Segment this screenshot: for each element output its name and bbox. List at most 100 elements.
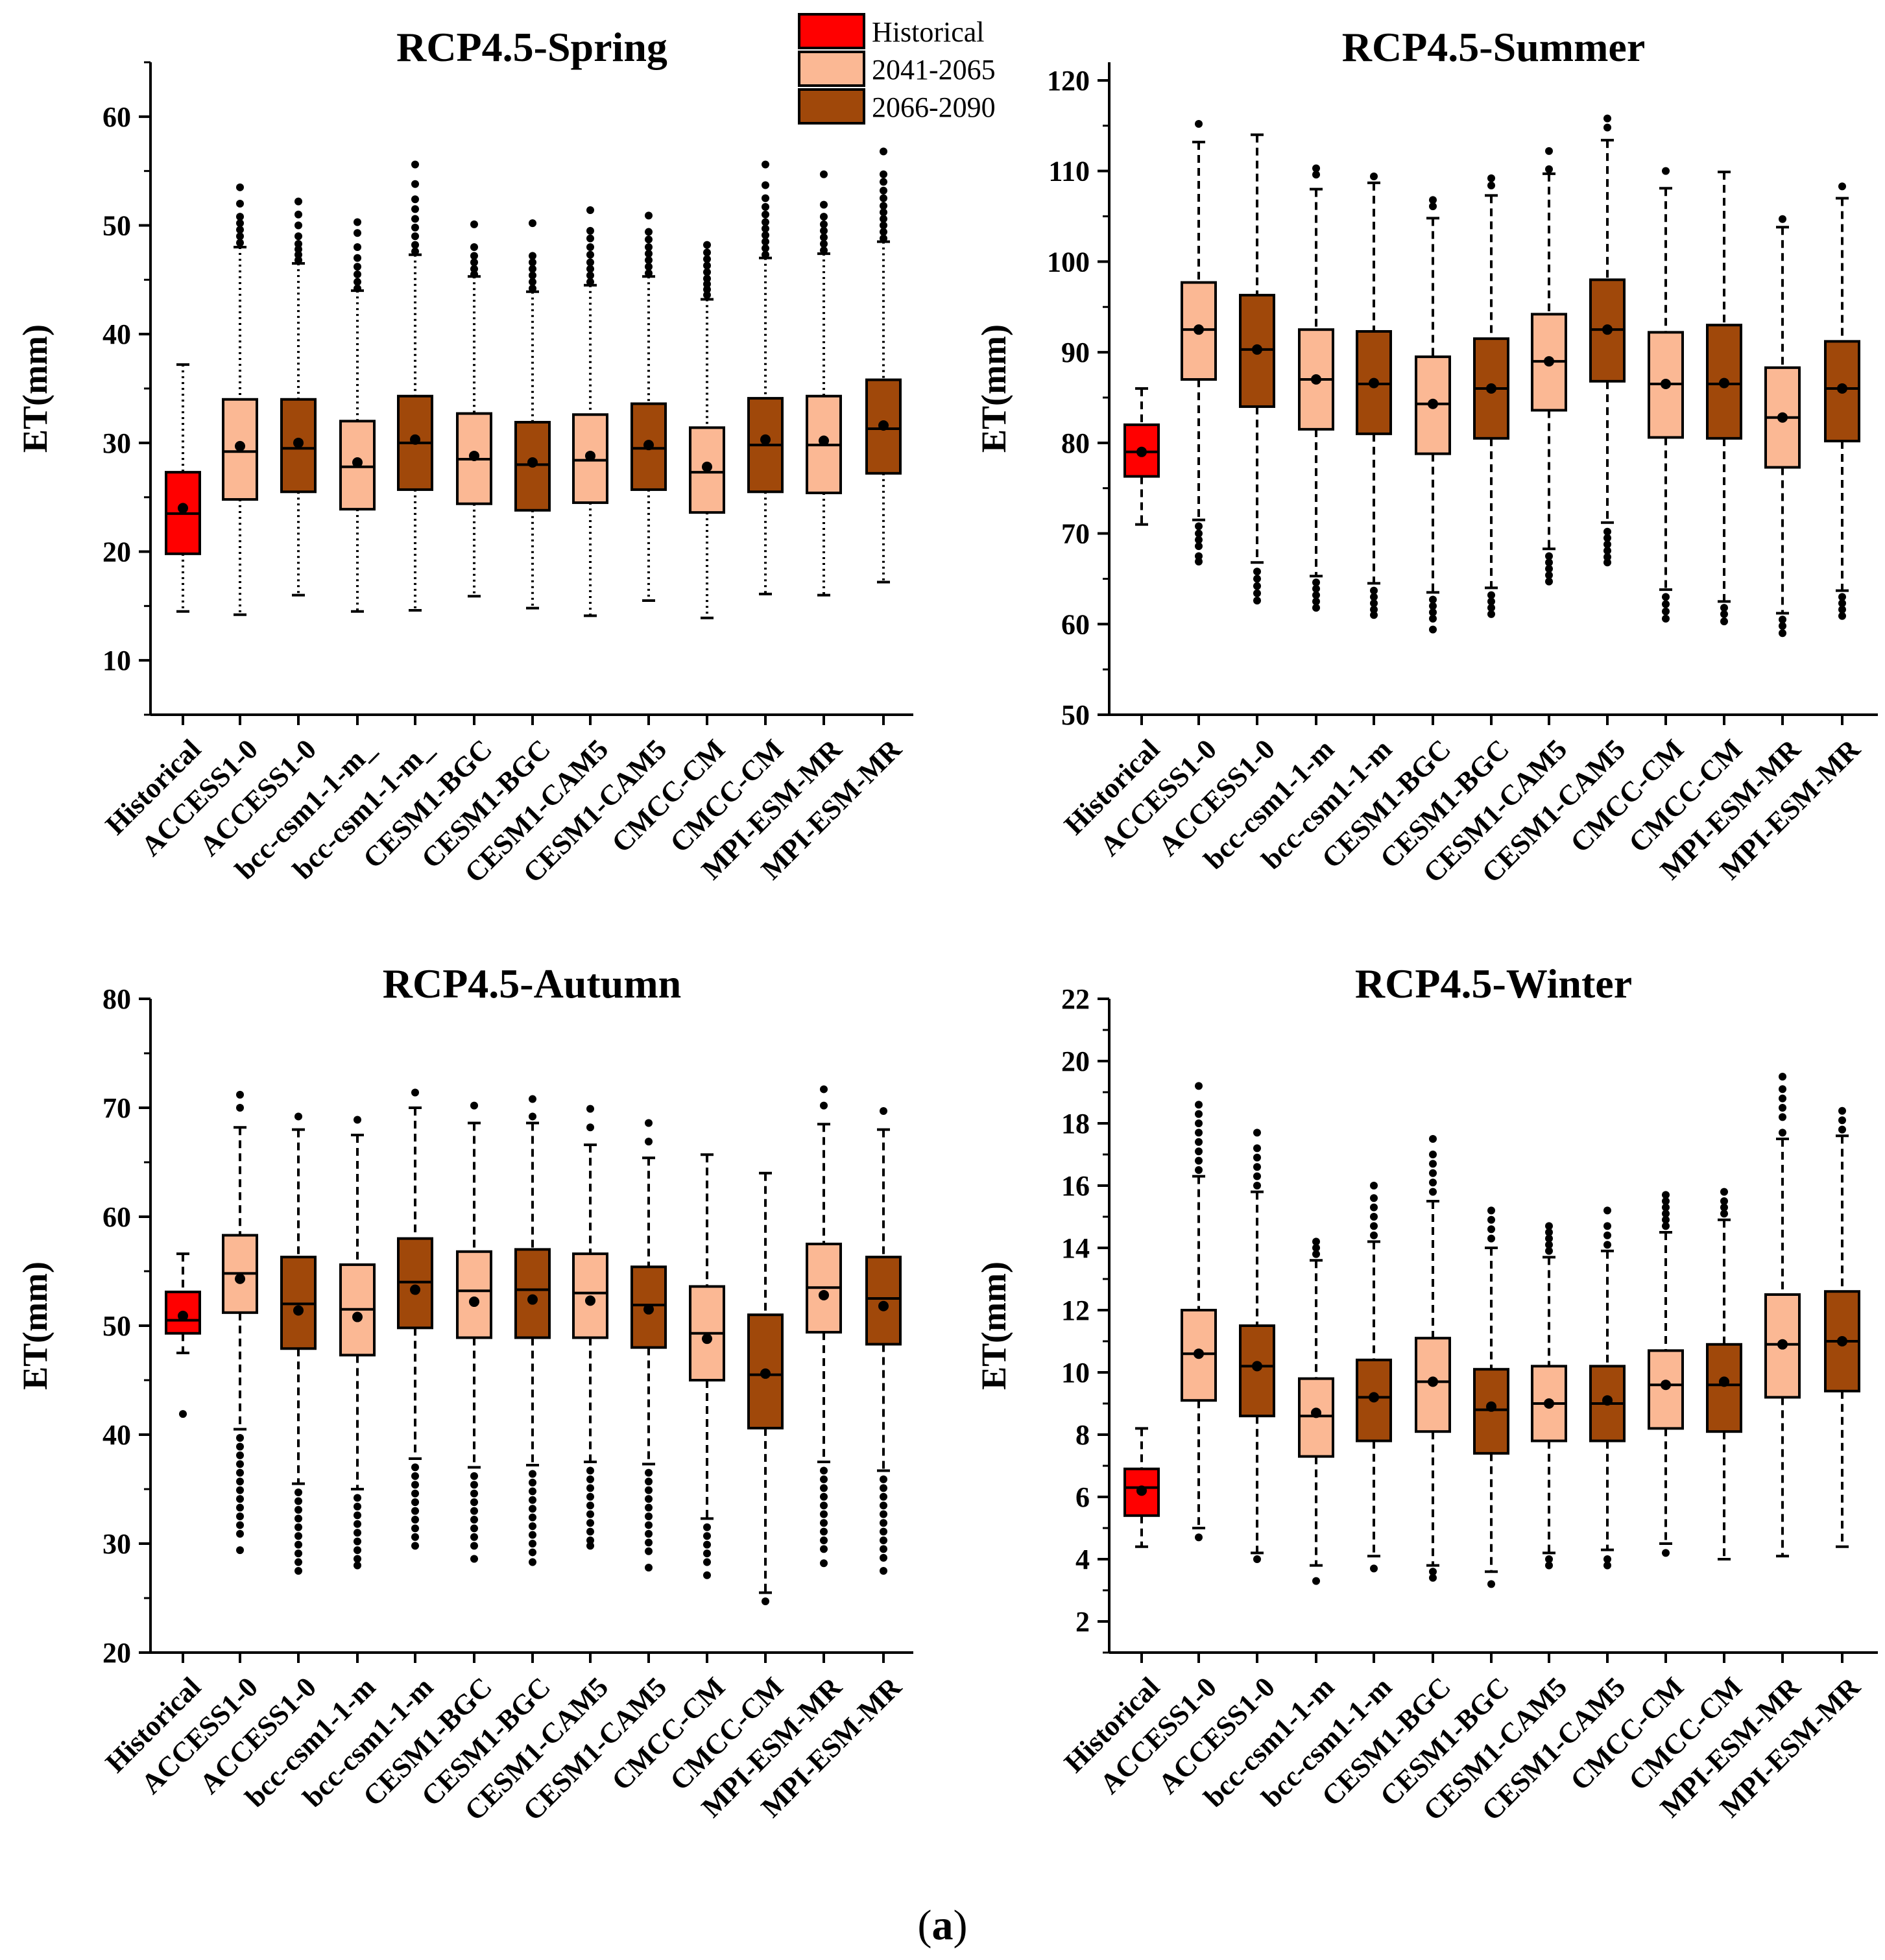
outlier-point [1779, 1113, 1786, 1121]
outlier-point [880, 1553, 887, 1562]
outlier-point [470, 252, 478, 260]
outlier-point [236, 1090, 244, 1099]
outlier-point [1370, 1213, 1378, 1221]
outlier-point [586, 1501, 594, 1510]
y-tick-label: 50 [102, 210, 131, 242]
outlier-point [529, 1548, 536, 1557]
y-tick-label: 10 [1061, 1357, 1090, 1389]
mean-marker [1777, 412, 1788, 423]
box-11 [1706, 1188, 1742, 1560]
outlier-point [586, 1484, 594, 1492]
outlier-point [762, 250, 769, 259]
outlier-point [1603, 540, 1611, 549]
outlier-point [1253, 1555, 1261, 1563]
outlier-point [1429, 196, 1437, 204]
outlier-point [1545, 1555, 1553, 1563]
outlier-point [529, 265, 536, 273]
outlier-point [1370, 1564, 1378, 1573]
outlier-point [1487, 604, 1495, 612]
outlier-point [1487, 174, 1495, 182]
outlier-point [1429, 608, 1437, 617]
mean-marker [702, 461, 712, 472]
caption-close: ) [954, 1902, 968, 1949]
outlier-point [1779, 1129, 1786, 1137]
outlier-point [1253, 568, 1261, 576]
box-9 [1589, 114, 1626, 567]
outlier-point [411, 1542, 419, 1550]
outlier-point [236, 239, 244, 247]
outlier-point [1370, 1182, 1378, 1189]
outlier-point [411, 1524, 419, 1533]
outlier-point [470, 270, 478, 278]
mean-marker [1311, 374, 1321, 385]
outlier-point [880, 194, 887, 202]
outlier-point [1195, 1533, 1203, 1542]
outlier-point [880, 208, 887, 217]
mean-marker [819, 1289, 829, 1300]
outlier-point [586, 1466, 594, 1475]
iqr-box [1473, 1368, 1509, 1455]
outlier-point [820, 1492, 828, 1501]
outlier-point [294, 210, 302, 219]
y-tick-label: 20 [102, 536, 131, 568]
mean-marker [1486, 1401, 1496, 1412]
box-6 [1415, 1135, 1451, 1582]
outlier-point [1545, 565, 1553, 573]
outlier-point [1312, 171, 1320, 179]
outlier-point [294, 232, 302, 241]
outlier-point [1195, 1129, 1203, 1137]
outlier-point [1253, 596, 1261, 604]
outlier-point [411, 1088, 419, 1097]
outlier-point [1545, 1241, 1553, 1249]
outlier-point [1545, 1228, 1553, 1236]
outlier-point [645, 1547, 653, 1555]
outlier-point [1603, 527, 1611, 536]
outlier-point [1195, 522, 1203, 531]
panel-summer: RCP4.5-SummerET(mm)5060708090100110120Hi… [974, 24, 1878, 889]
mean-marker [1136, 1485, 1147, 1496]
outlier-point [586, 243, 594, 252]
mean-marker [1719, 377, 1729, 388]
outlier-point [820, 1501, 828, 1510]
outlier-point [1545, 165, 1553, 173]
outlier-point [354, 263, 361, 271]
outlier-point [1603, 1241, 1611, 1249]
outlier-point [294, 1488, 302, 1497]
y-tick-label: 6 [1075, 1481, 1090, 1513]
outlier-point [703, 1549, 711, 1558]
box-5 [397, 1088, 433, 1550]
box-13 [1824, 182, 1860, 620]
outlier-point [880, 1536, 887, 1544]
outlier-point [1720, 617, 1728, 626]
outlier-point [1253, 1182, 1261, 1189]
box-10 [689, 1153, 725, 1579]
outlier-point [1429, 595, 1437, 604]
outlier-point [645, 1486, 653, 1494]
mean-marker [410, 434, 420, 445]
y-tick-label: 20 [102, 1637, 131, 1669]
outlier-point [470, 1542, 478, 1550]
outlier-point [1545, 552, 1553, 560]
outlier-point [236, 1521, 244, 1529]
outlier-point [645, 1563, 653, 1572]
outlier-point [1370, 611, 1378, 619]
outlier-point [1720, 1210, 1728, 1218]
outlier-point [762, 194, 769, 202]
mean-marker [1661, 379, 1671, 390]
outlier-point [1370, 1203, 1378, 1212]
box-12 [1764, 1073, 1801, 1558]
outlier-point [820, 1101, 828, 1110]
outlier-point [1545, 1247, 1553, 1255]
legend-swatch-2066-2090 [798, 88, 865, 125]
outlier-point [1253, 582, 1261, 590]
mean-marker [1777, 1339, 1788, 1350]
y-tick-label: 40 [102, 318, 131, 350]
outlier-point [354, 278, 361, 286]
outlier-point [703, 1532, 711, 1540]
outlier-point [1312, 604, 1320, 612]
outlier-point [1603, 553, 1611, 561]
outlier-point [820, 1510, 828, 1518]
box-11 [747, 1171, 784, 1606]
box-9 [630, 1119, 667, 1572]
outlier-point [354, 1116, 361, 1124]
